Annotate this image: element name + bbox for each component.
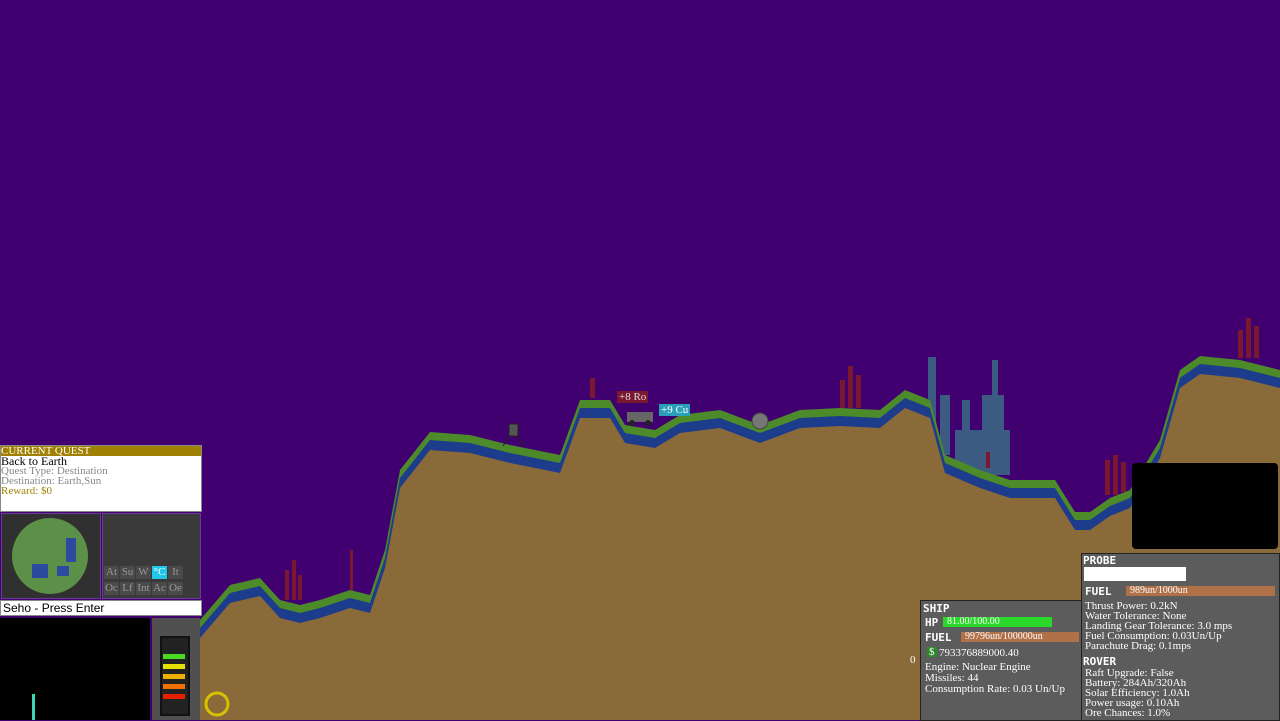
fuel-label: FUEL bbox=[925, 631, 952, 644]
quest-reward: Reward: $0 bbox=[1, 485, 53, 497]
info-tab[interactable]: W bbox=[136, 566, 151, 579]
rover-stat: Solar Efficiency: 1.0Ah bbox=[1085, 687, 1190, 699]
ship-panel: SHIP HP 81.00/100.00 FUEL 99796un/100000… bbox=[920, 600, 1082, 721]
quest-type: Quest Type: Destination bbox=[1, 465, 108, 477]
quest-panel: CURRENT QUEST Back to Earth Quest Type: … bbox=[0, 445, 202, 512]
info-tab[interactable]: Lf bbox=[120, 582, 135, 595]
engine: Engine: Nuclear Engine bbox=[925, 661, 1031, 673]
quest-destination: Destination: Earth,Sun bbox=[1, 475, 102, 487]
info-tab[interactable]: °C bbox=[152, 566, 167, 579]
probe-fuel-bar: 989un/1000un bbox=[1126, 586, 1275, 596]
rover-header: ROVER bbox=[1083, 655, 1117, 668]
ship-side: 0 bbox=[910, 654, 916, 666]
info-tab[interactable]: Int bbox=[136, 582, 151, 595]
consumption: Consumption Rate: 0.03 Un/Up bbox=[925, 683, 1065, 695]
name-prompt[interactable]: Seho - Press Enter bbox=[0, 600, 202, 616]
probe-fuel-label: FUEL bbox=[1085, 585, 1112, 598]
info-tab[interactable]: Oc bbox=[104, 582, 119, 595]
probe-stat: Water Tolerance: None bbox=[1085, 610, 1187, 622]
rover-stat: Power usage: 0.10Ah bbox=[1085, 697, 1180, 709]
info-tab[interactable]: Oe bbox=[168, 582, 183, 595]
hp-label: HP bbox=[925, 616, 939, 629]
info-tab[interactable]: It bbox=[168, 566, 183, 579]
zoom-icon[interactable] bbox=[204, 691, 230, 717]
city bbox=[928, 357, 1010, 475]
minimap bbox=[0, 618, 150, 720]
rover-stat: Raft Upgrade: False bbox=[1085, 667, 1174, 679]
info-tab[interactable]: Su bbox=[120, 566, 135, 579]
probe-stat: Landing Gear Tolerance: 3.0 mps bbox=[1085, 620, 1233, 632]
probe-header: PROBE bbox=[1083, 554, 1117, 567]
plants bbox=[285, 318, 1259, 600]
probe-slots bbox=[1084, 567, 1186, 581]
rock bbox=[751, 412, 769, 430]
fuel-bar: 99796un/100000un bbox=[961, 632, 1079, 642]
missiles: Missiles: 44 bbox=[925, 672, 979, 684]
viewport bbox=[1132, 463, 1278, 549]
battery bbox=[152, 618, 200, 720]
probe-stat: Parachute Drag: 0.1mps bbox=[1085, 640, 1191, 652]
ship-header: SHIP bbox=[923, 602, 950, 615]
hp-bar: 81.00/100.00 bbox=[943, 617, 1052, 627]
probe-panel: PROBE FUEL 989un/1000un Thrust Power: 0.… bbox=[1081, 553, 1280, 721]
info-tab[interactable]: At bbox=[104, 566, 119, 579]
info-tab[interactable]: Ac bbox=[152, 582, 167, 595]
money: 793376889000.40 bbox=[939, 647, 1019, 659]
planet-view bbox=[1, 513, 101, 599]
pickup-label: +8 Ro bbox=[617, 391, 649, 403]
money-icon: $ bbox=[927, 646, 937, 658]
probe-stat: Thrust Power: 0.2kN bbox=[1085, 600, 1178, 612]
rover-stat: Ore Chances: 1.0% bbox=[1085, 707, 1171, 719]
pickup-label: +9 Cu bbox=[659, 404, 691, 416]
rover bbox=[627, 412, 653, 426]
rover-stat: Battery: 284Ah/320Ah bbox=[1085, 677, 1187, 689]
quest-title: Back to Earth bbox=[1, 454, 67, 468]
quest-header: CURRENT QUEST bbox=[1, 446, 201, 457]
probe-lander bbox=[502, 423, 525, 447]
probe-stat: Fuel Consumption: 0.03Un/Up bbox=[1085, 630, 1222, 642]
